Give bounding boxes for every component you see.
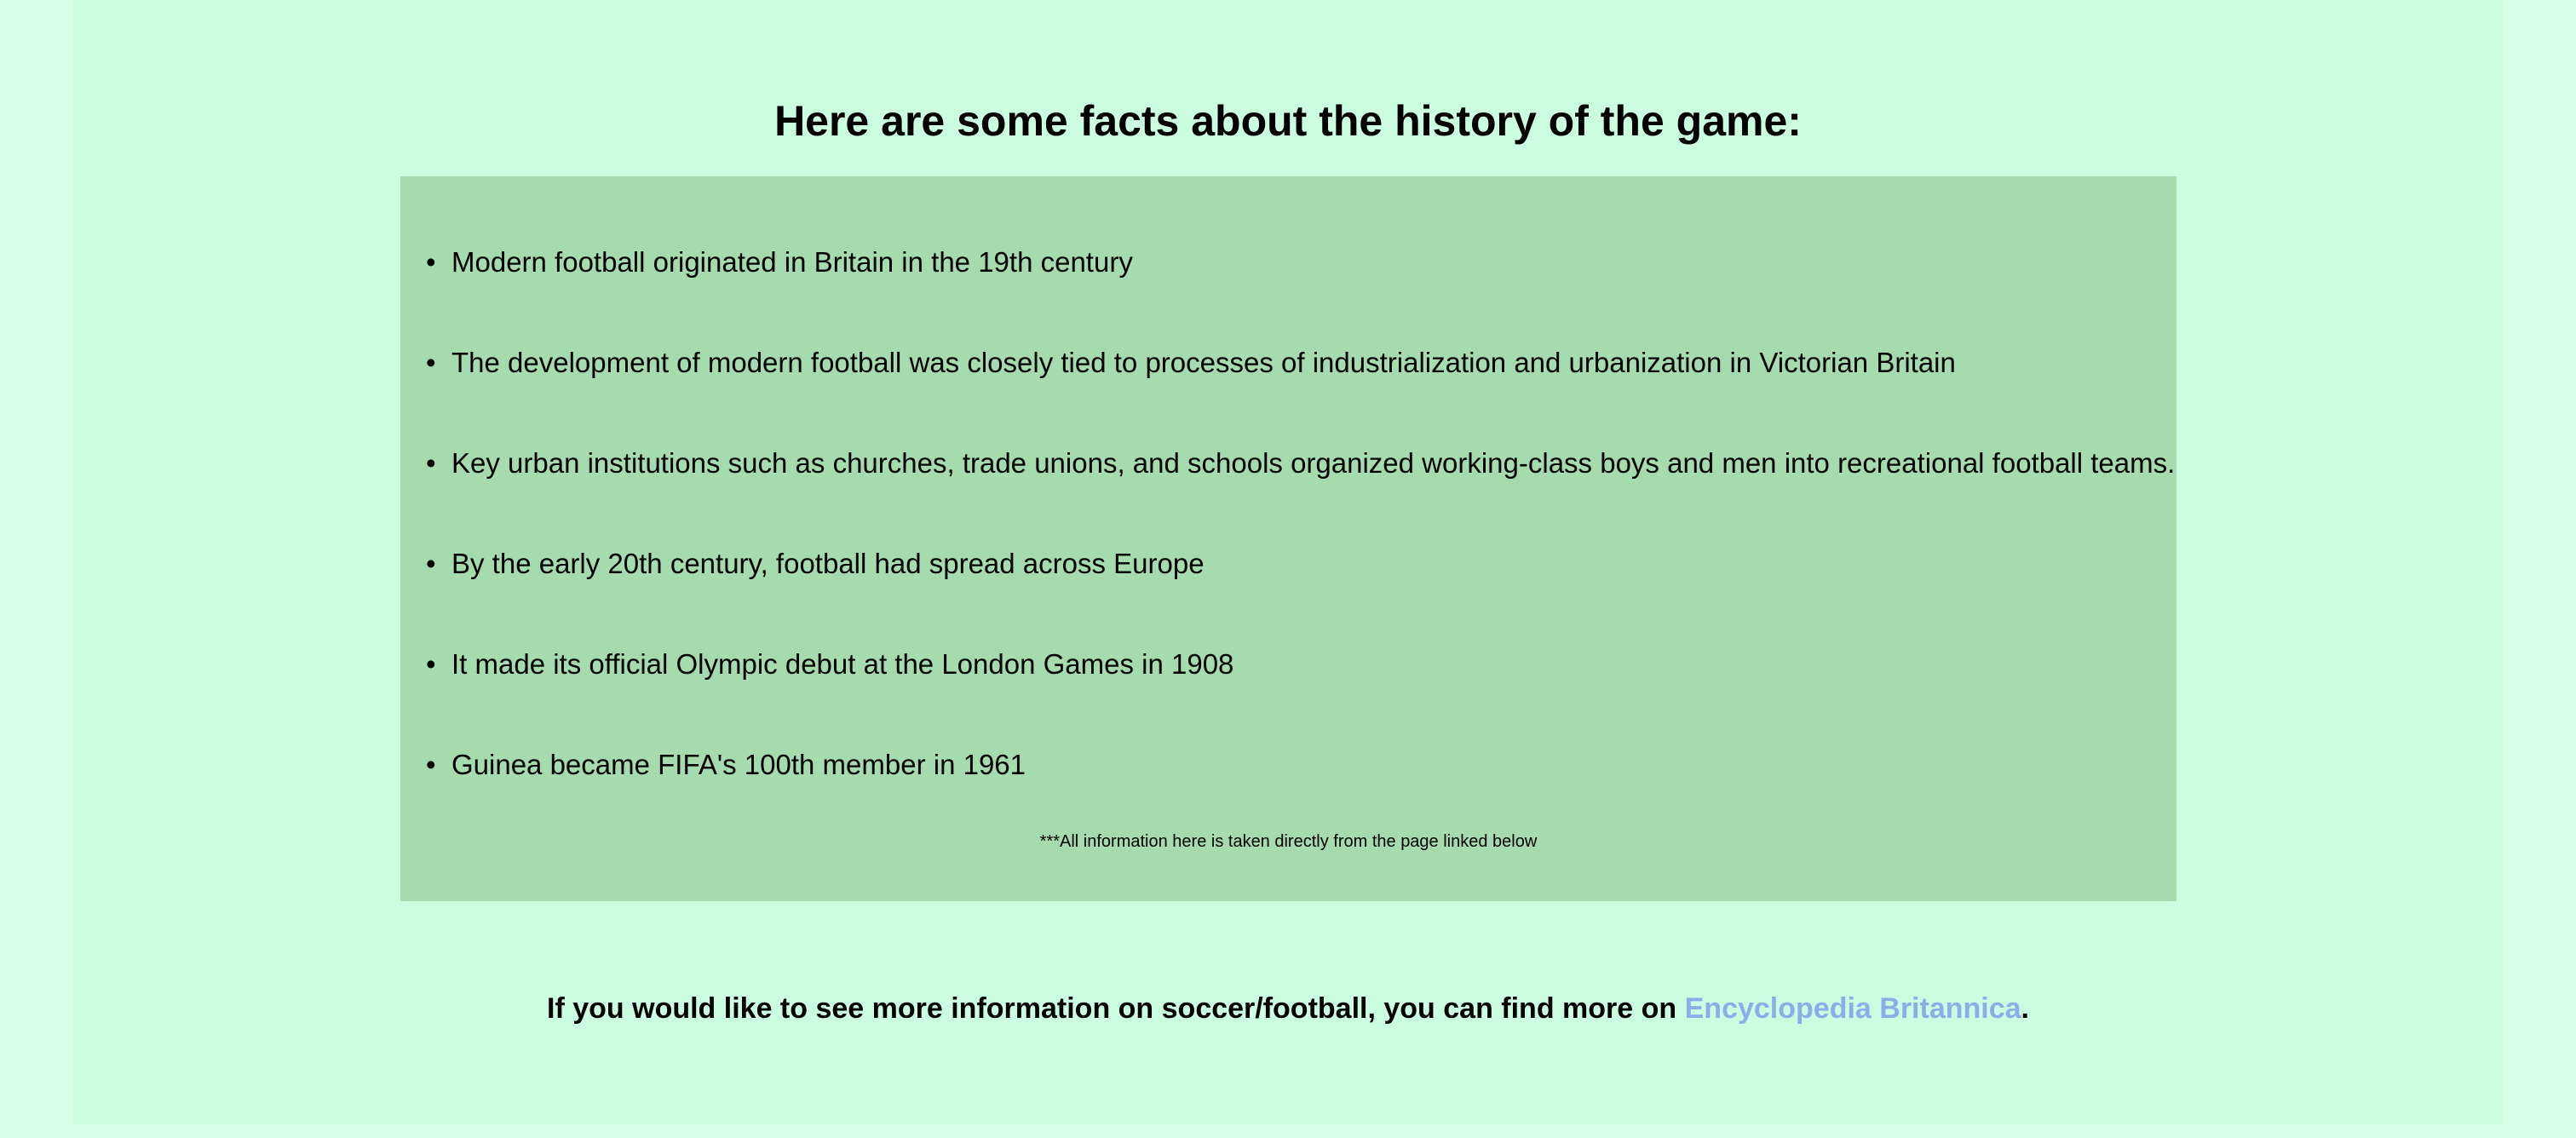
bullet-icon: • bbox=[426, 548, 436, 579]
more-info-text: If you would like to see more informatio… bbox=[72, 989, 2504, 1028]
fact-text: Guinea became FIFA's 100th member in 196… bbox=[451, 749, 1026, 780]
fact-text: The development of modern football was c… bbox=[451, 347, 1956, 378]
bullet-icon: • bbox=[426, 246, 436, 278]
page-container: Here are some facts about the history of… bbox=[72, 0, 2504, 1124]
page-heading: Here are some facts about the history of… bbox=[774, 97, 1802, 145]
britannica-link[interactable]: Encyclopedia Britannica bbox=[1684, 992, 2021, 1025]
bullet-icon: • bbox=[426, 447, 436, 479]
bullet-icon: • bbox=[426, 648, 436, 680]
bullet-icon: • bbox=[426, 749, 436, 780]
fact-text: Modern football originated in Britain in… bbox=[451, 246, 1133, 278]
fact-text: By the early 20th century, football had … bbox=[451, 548, 1205, 579]
source-disclaimer: ***All information here is taken directl… bbox=[1039, 832, 1538, 851]
facts-box: • Modern football originated in Britain … bbox=[400, 176, 2176, 901]
fact-text: Key urban institutions such as churches,… bbox=[451, 447, 2176, 479]
fact-text: It made its official Olympic debut at th… bbox=[451, 648, 1234, 680]
more-info-suffix: . bbox=[2021, 992, 2029, 1025]
more-info-prefix: If you would like to see more informatio… bbox=[547, 992, 1685, 1025]
bullet-icon: • bbox=[426, 347, 436, 378]
